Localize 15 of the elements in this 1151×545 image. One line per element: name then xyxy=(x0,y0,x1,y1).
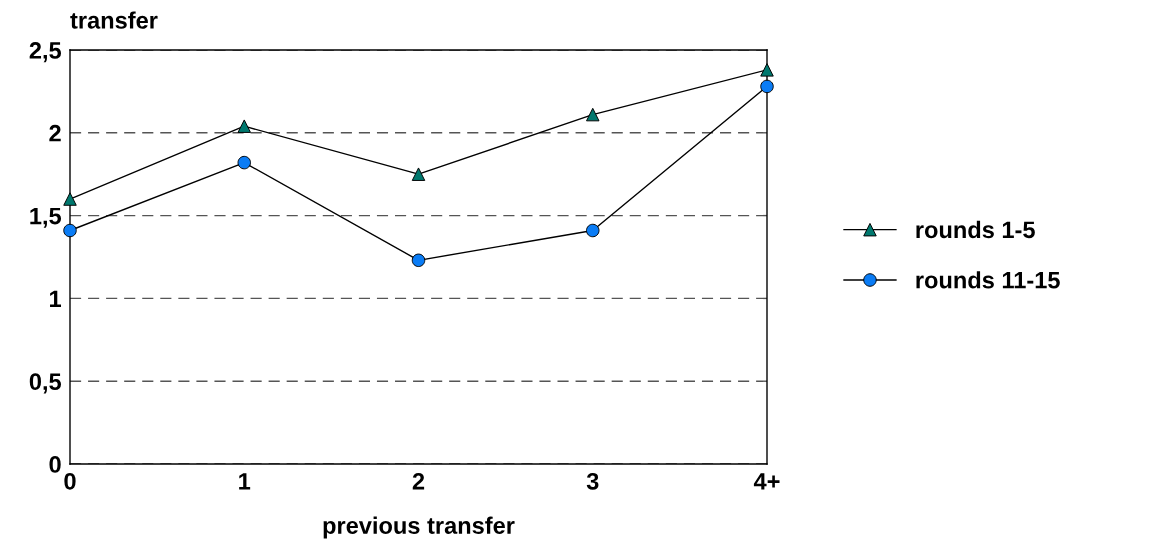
y-tick-label: 2 xyxy=(49,124,61,142)
y-tick-label: 1 xyxy=(50,290,62,307)
x-tick-label: 0 xyxy=(64,472,76,490)
legend-label: rounds 1-5 xyxy=(916,220,1035,239)
y-tick-label: 2,5 xyxy=(29,42,62,63)
y-tick-label: 1,5 xyxy=(30,207,62,228)
legend-label: rounds 11-15 xyxy=(916,271,1060,289)
x-tick-label: 2 xyxy=(412,472,425,490)
x-tick-label: 1 xyxy=(239,473,251,490)
x-tick-label: 4+ xyxy=(753,473,780,490)
x-tick-label: 3 xyxy=(586,472,599,490)
y-tick-label: 0 xyxy=(49,456,61,473)
x-axis-title: previous transfer xyxy=(323,516,515,539)
y-tick-label: 0,5 xyxy=(29,373,62,394)
y-axis-title: transfer xyxy=(70,11,158,29)
